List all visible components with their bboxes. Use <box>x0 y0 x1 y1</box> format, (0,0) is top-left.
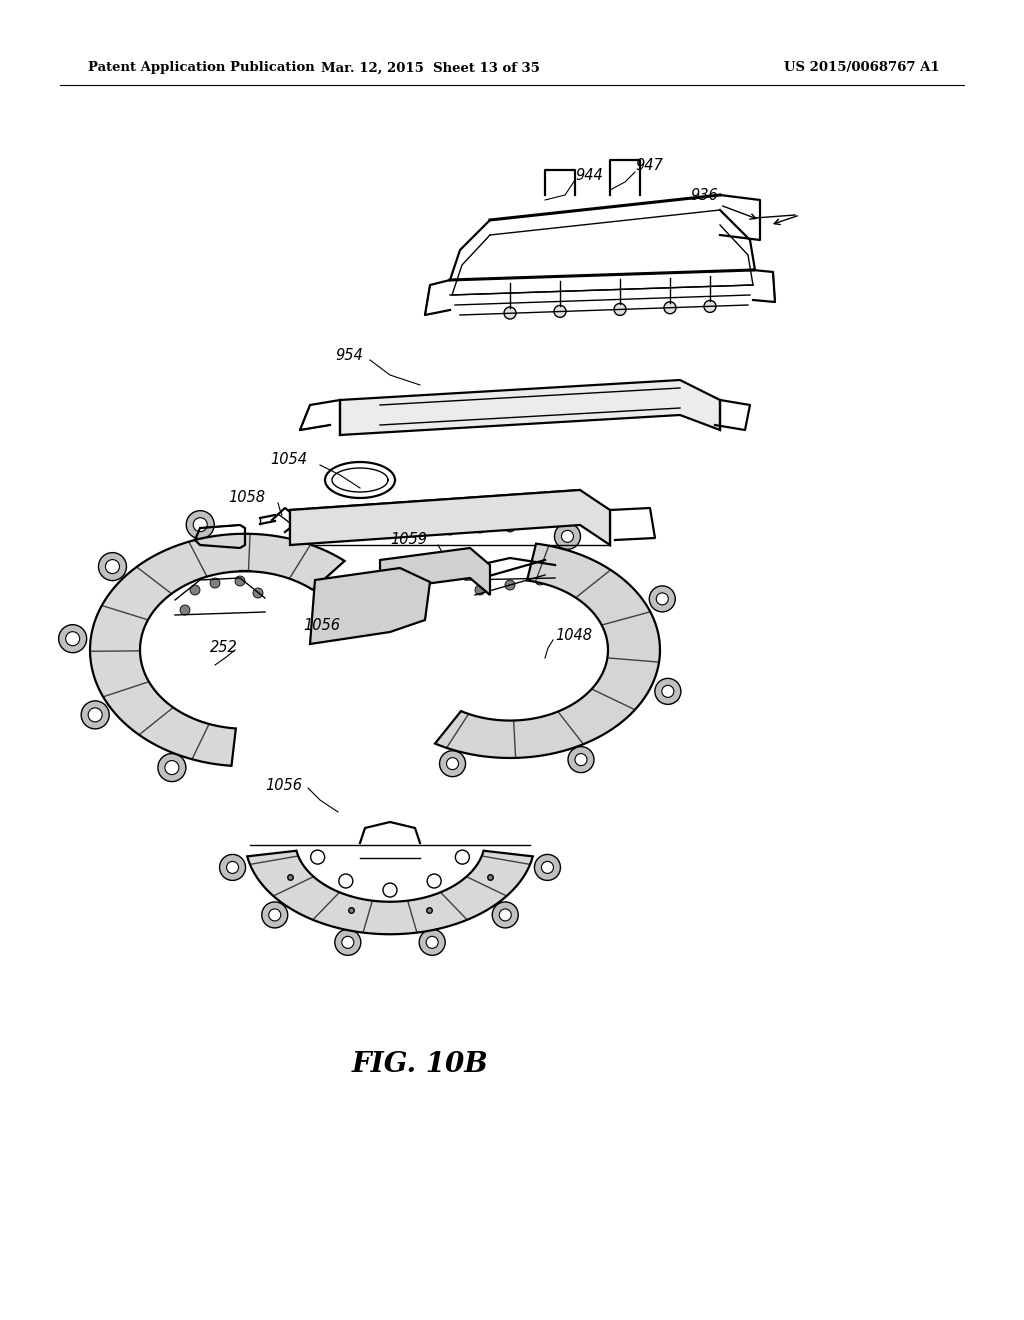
Circle shape <box>475 585 485 595</box>
Circle shape <box>66 632 80 645</box>
Circle shape <box>614 304 626 315</box>
Circle shape <box>655 678 681 705</box>
Text: 947: 947 <box>635 157 663 173</box>
Circle shape <box>219 854 246 880</box>
Circle shape <box>339 874 353 888</box>
Circle shape <box>262 902 288 928</box>
Circle shape <box>194 517 207 532</box>
Circle shape <box>562 393 578 409</box>
Circle shape <box>500 909 511 921</box>
Circle shape <box>705 301 716 313</box>
Polygon shape <box>310 568 430 644</box>
Circle shape <box>446 758 459 770</box>
Circle shape <box>649 586 675 612</box>
Circle shape <box>383 883 397 898</box>
Circle shape <box>342 936 354 948</box>
Text: US 2015/0068767 A1: US 2015/0068767 A1 <box>784 62 940 74</box>
Circle shape <box>493 902 518 928</box>
Circle shape <box>575 754 587 766</box>
Text: 944: 944 <box>575 168 603 182</box>
Polygon shape <box>340 380 720 436</box>
Text: 1054: 1054 <box>270 453 307 467</box>
Text: 252: 252 <box>210 640 238 656</box>
Circle shape <box>475 503 485 513</box>
Circle shape <box>445 506 455 515</box>
Circle shape <box>664 302 676 314</box>
Circle shape <box>180 605 190 615</box>
Circle shape <box>656 593 669 605</box>
Text: Patent Application Publication: Patent Application Publication <box>88 62 314 74</box>
Circle shape <box>186 511 214 539</box>
Circle shape <box>419 929 445 956</box>
Polygon shape <box>290 490 610 545</box>
Circle shape <box>408 568 422 582</box>
Circle shape <box>290 513 318 543</box>
Text: 954: 954 <box>335 347 362 363</box>
Text: 1048: 1048 <box>555 627 592 643</box>
Polygon shape <box>380 548 490 595</box>
Circle shape <box>158 754 186 781</box>
Circle shape <box>504 308 516 319</box>
Circle shape <box>105 560 120 574</box>
Circle shape <box>268 909 281 921</box>
Circle shape <box>456 850 469 865</box>
Circle shape <box>88 708 102 722</box>
Circle shape <box>554 305 566 317</box>
Circle shape <box>310 850 325 865</box>
Circle shape <box>253 587 263 598</box>
Text: Mar. 12, 2015  Sheet 13 of 35: Mar. 12, 2015 Sheet 13 of 35 <box>321 62 540 74</box>
Circle shape <box>505 502 515 512</box>
Circle shape <box>439 751 466 776</box>
Circle shape <box>453 565 467 579</box>
Circle shape <box>427 874 441 888</box>
Circle shape <box>475 523 485 533</box>
Circle shape <box>561 531 573 543</box>
Text: 936: 936 <box>690 187 718 202</box>
Circle shape <box>98 553 127 581</box>
Circle shape <box>505 579 515 590</box>
Circle shape <box>632 389 648 407</box>
Circle shape <box>426 936 438 948</box>
Circle shape <box>335 929 360 956</box>
Circle shape <box>297 521 311 535</box>
Text: 1059: 1059 <box>390 532 427 548</box>
Text: FIG. 10B: FIG. 10B <box>351 1052 488 1078</box>
Circle shape <box>662 685 674 697</box>
Text: 1056: 1056 <box>265 777 302 792</box>
Circle shape <box>535 576 545 585</box>
Polygon shape <box>90 533 345 766</box>
Circle shape <box>554 523 581 549</box>
Circle shape <box>226 862 239 874</box>
Text: 1056: 1056 <box>303 618 340 632</box>
Circle shape <box>58 624 87 652</box>
Circle shape <box>210 578 220 587</box>
Circle shape <box>234 576 245 586</box>
Circle shape <box>422 400 438 417</box>
Circle shape <box>542 862 553 874</box>
Text: 1058: 1058 <box>228 491 265 506</box>
Circle shape <box>492 397 508 413</box>
Circle shape <box>165 760 179 775</box>
Circle shape <box>445 525 455 535</box>
Circle shape <box>81 701 110 729</box>
Circle shape <box>505 521 515 532</box>
Polygon shape <box>247 850 532 935</box>
Polygon shape <box>435 544 660 758</box>
Circle shape <box>190 585 200 595</box>
Circle shape <box>535 854 560 880</box>
Circle shape <box>568 747 594 772</box>
Circle shape <box>362 597 378 612</box>
